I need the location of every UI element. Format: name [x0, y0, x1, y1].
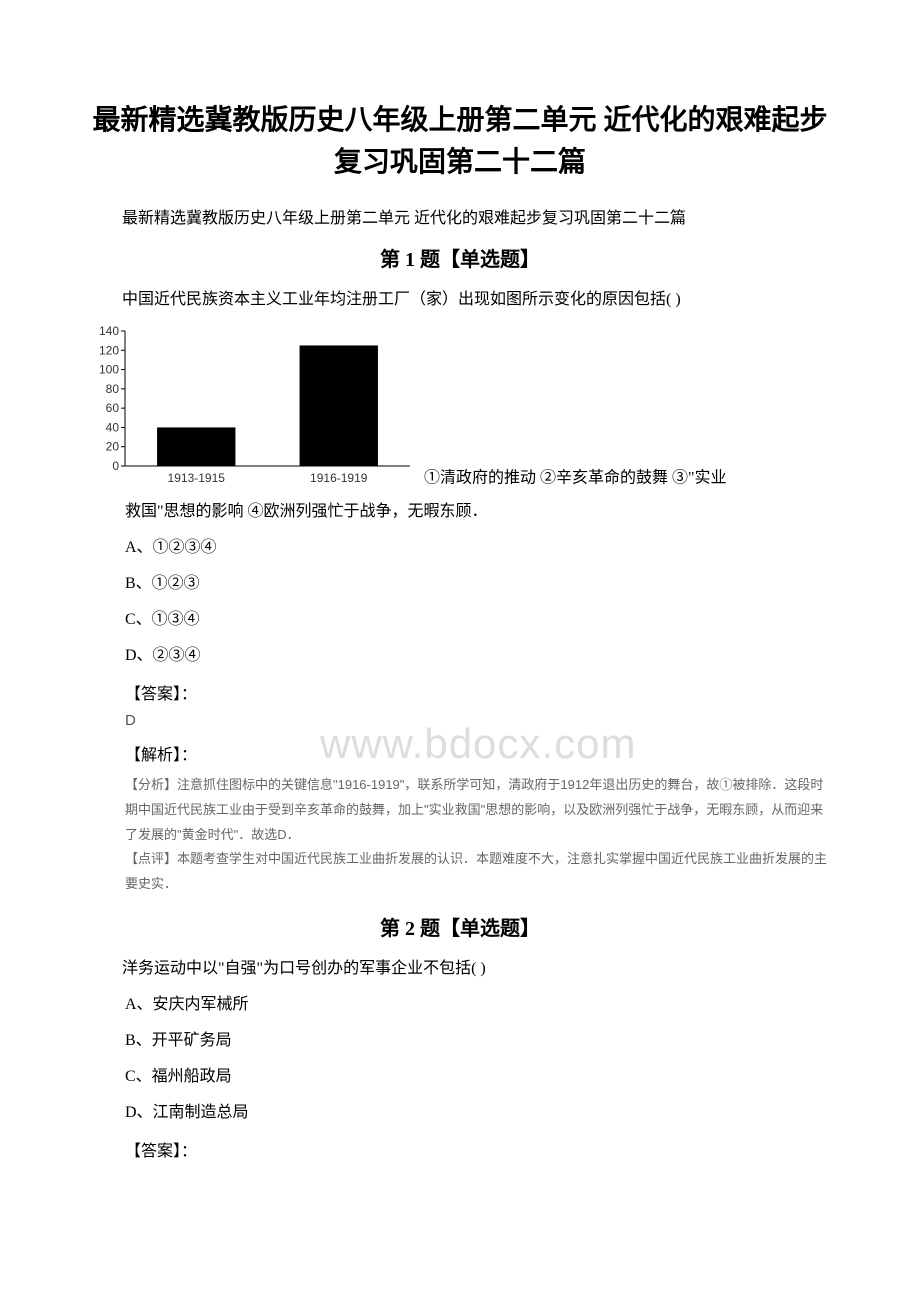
- chart-text-block: 0 20 40 60 80 100 120 140 1913-1915 1916-1919 ①清政…: [90, 321, 830, 491]
- q1-answer-label: 【答案】：: [125, 680, 830, 704]
- q1-option-c: C、①③④: [125, 608, 830, 632]
- q2-option-d: D、江南制造总局: [125, 1101, 830, 1125]
- main-title: 最新精选冀教版历史八年级上册第二单元 近代化的艰难起步复习巩固第二十二篇: [90, 100, 830, 184]
- q1-option-d: D、②③④: [125, 644, 830, 668]
- svg-text:0: 0: [112, 459, 119, 473]
- q2-option-b: B、开平矿务局: [125, 1029, 830, 1053]
- after-chart-text: ①清政府的推动 ②辛亥革命的鼓舞 ③"实业: [424, 469, 727, 486]
- q1-option-b: B、①②③: [125, 572, 830, 596]
- question-1-text: 中国近代民族资本主义工业年均注册工厂（家）出现如图所示变化的原因包括( ): [90, 287, 830, 313]
- svg-text:20: 20: [106, 439, 120, 453]
- q1-analysis-text: 【分析】注意抓住图标中的关键信息"1916-1919"，联系所学可知，清政府于1…: [125, 773, 830, 896]
- continuation-text: 救国"思想的影响 ④欧洲列强忙于战争，无暇东顾．: [125, 499, 830, 525]
- q2-option-c: C、福州船政局: [125, 1065, 830, 1089]
- q2-answer-label: 【答案】：: [125, 1137, 830, 1161]
- question-1-header: 第 1 题【单选题】: [90, 243, 830, 272]
- svg-text:1916-1919: 1916-1919: [310, 471, 368, 485]
- chart-svg: 0 20 40 60 80 100 120 140 1913-1915 1916-1919: [90, 321, 420, 491]
- question-2-text: 洋务运动中以"自强"为口号创办的军事企业不包括( ): [90, 956, 830, 982]
- subtitle-text: 最新精选冀教版历史八年级上册第二单元 近代化的艰难起步复习巩固第二十二篇: [90, 204, 830, 228]
- q2-option-a: A、安庆内军械所: [125, 993, 830, 1017]
- question-2-header: 第 2 题【单选题】: [90, 912, 830, 941]
- svg-text:120: 120: [99, 343, 119, 357]
- q1-option-a: A、①②③④: [125, 536, 830, 560]
- svg-text:60: 60: [106, 401, 120, 415]
- q1-analysis-label: 【解析】：: [125, 741, 830, 765]
- svg-text:1913-1915: 1913-1915: [168, 471, 226, 485]
- svg-text:80: 80: [106, 381, 120, 395]
- svg-text:40: 40: [106, 420, 120, 434]
- svg-text:100: 100: [99, 362, 119, 376]
- bar-chart: 0 20 40 60 80 100 120 140 1913-1915 1916-1919: [90, 321, 420, 491]
- q1-answer-value: D: [125, 712, 830, 729]
- svg-text:140: 140: [99, 324, 119, 338]
